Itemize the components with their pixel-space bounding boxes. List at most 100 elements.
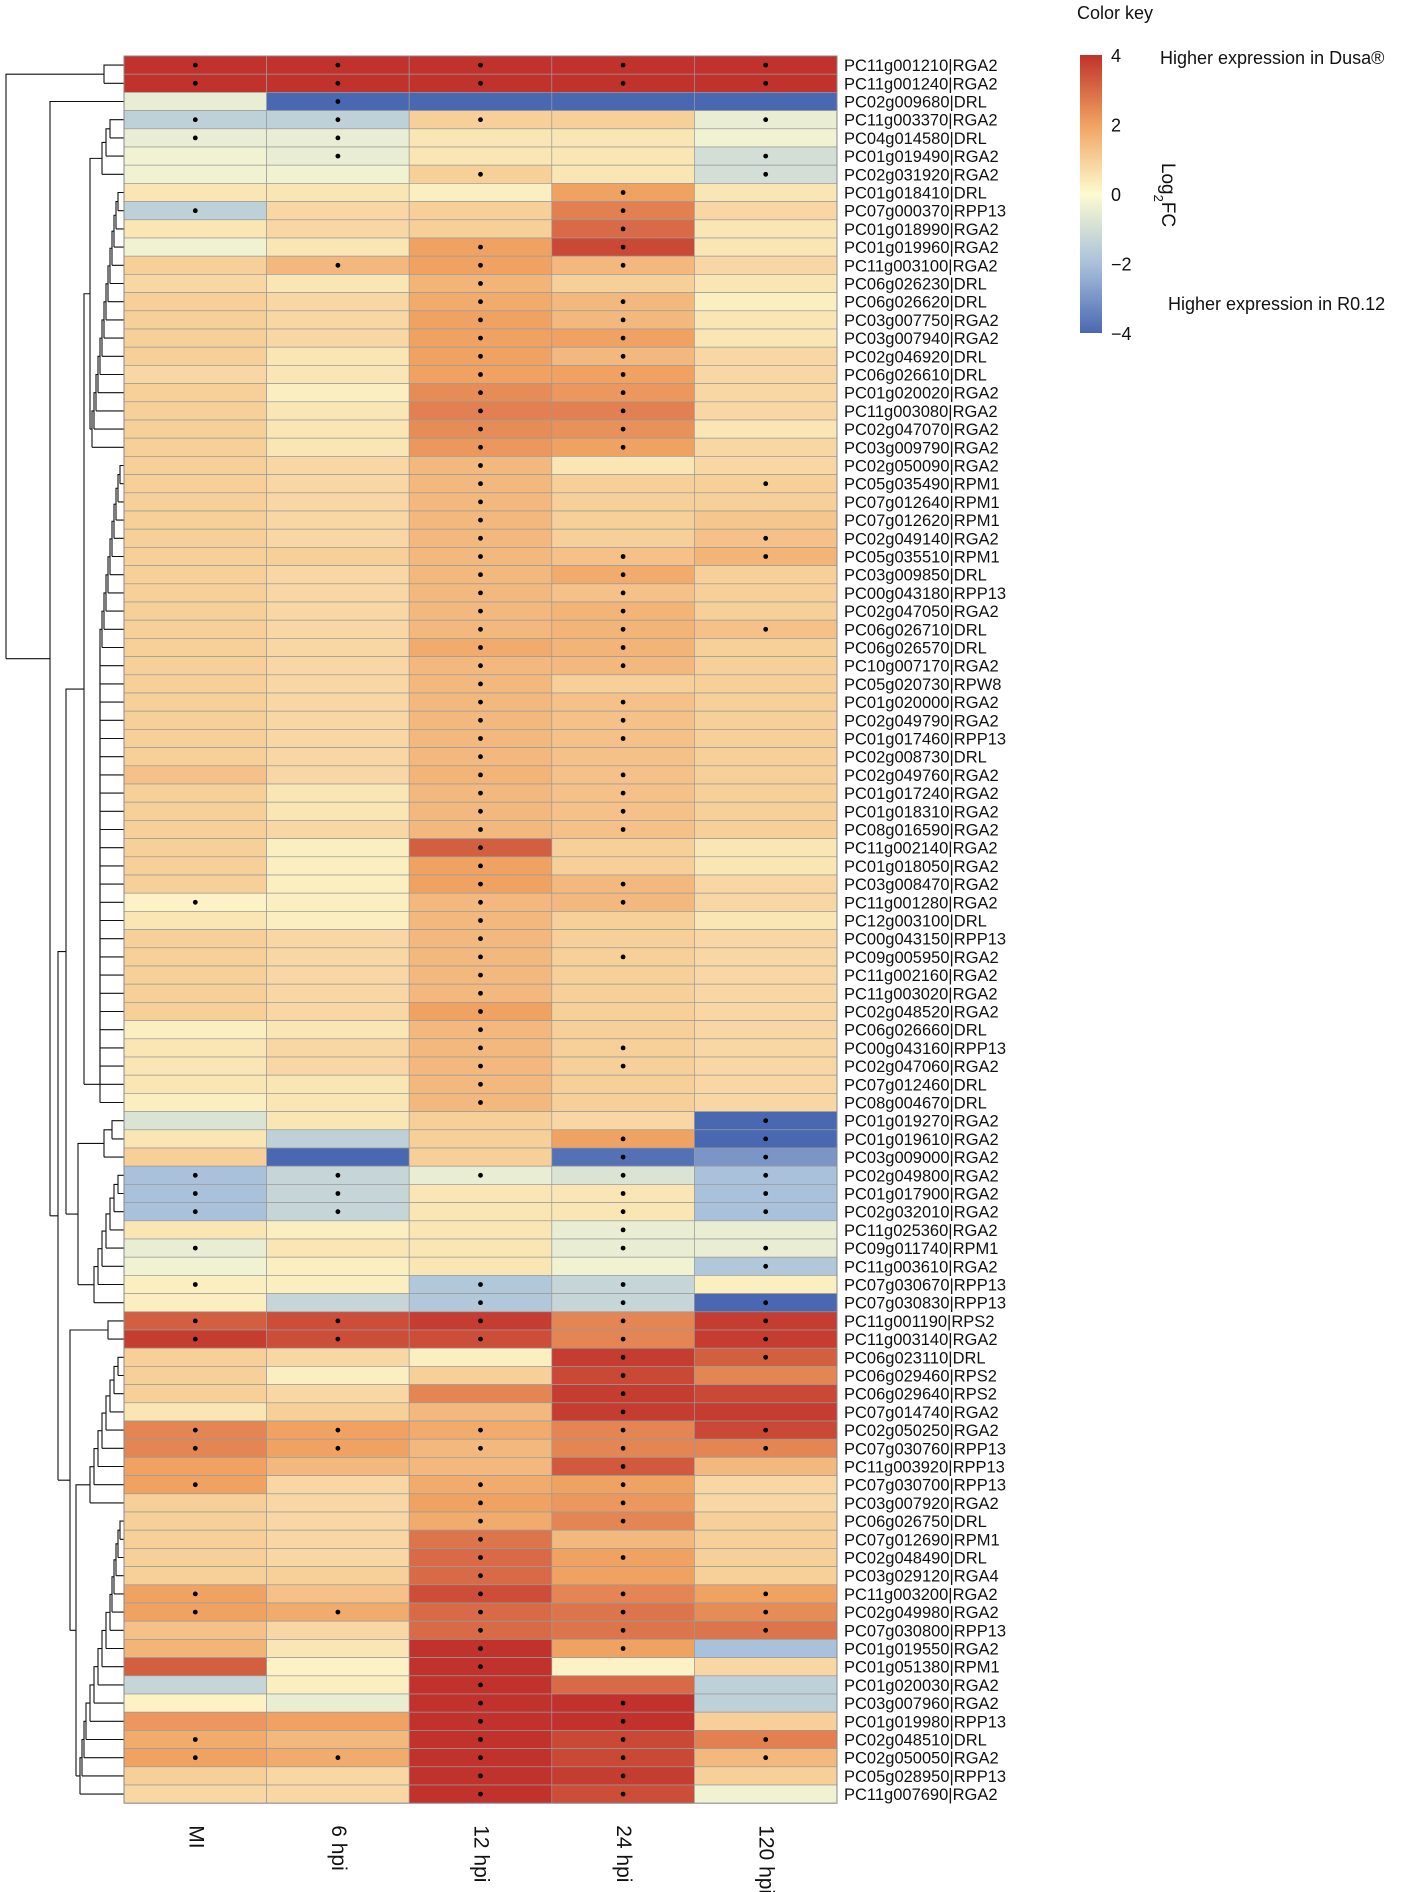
sig-dot-r49-c3	[620, 954, 626, 960]
cell-r2-c3	[551, 92, 695, 111]
row-label: PC02g049790|RGA2	[844, 712, 999, 730]
cell-r90-c4	[694, 1693, 838, 1713]
dendro-branch	[111, 520, 124, 558]
row-label: PC01g018050|RGA2	[844, 858, 999, 876]
sig-dot-r76-c3	[620, 1445, 626, 1451]
sig-dot-r14-c3	[620, 317, 626, 323]
row-label: PC02g047050|RGA2	[844, 603, 999, 621]
sig-dot-r63-c1	[335, 1209, 341, 1215]
cell-r74-c0	[123, 1402, 267, 1422]
cell-r13-c1	[266, 292, 410, 312]
cell-r51-c1	[266, 983, 410, 1003]
sig-dot-r63-c0	[192, 1209, 198, 1215]
cell-r86-c0	[123, 1620, 267, 1640]
dendro-branch	[97, 355, 124, 394]
sig-dot-r48-c2	[478, 936, 483, 942]
cell-r60-c2	[408, 1147, 553, 1167]
dendro-branch	[109, 1197, 124, 1231]
dendro-branch	[113, 1365, 124, 1395]
dendro-branch	[101, 1412, 124, 1449]
sig-dot-r3-c2	[478, 117, 483, 123]
key-tick-label: −2	[1111, 255, 1132, 275]
sig-dot-r33-c2	[478, 663, 483, 669]
sig-dot-r69-c3	[620, 1318, 626, 1324]
sig-dot-r0-c0	[192, 62, 198, 68]
cell-r58-c0	[123, 1111, 267, 1131]
row-dendrogram	[5, 64, 124, 1795]
dendro-branch	[65, 688, 84, 1215]
row-label: PC08g004670|DRL	[844, 1095, 987, 1113]
cell-r34-c3	[551, 674, 695, 694]
sig-dot-r70-c3	[620, 1336, 626, 1342]
dendro-branch	[107, 556, 124, 594]
sig-dot-r3-c1	[335, 117, 341, 123]
row-label: PC11g003920|RPP13	[844, 1459, 1005, 1477]
cell-r83-c0	[123, 1566, 267, 1586]
row-label: PC01g019960|RGA2	[844, 239, 999, 257]
cell-r55-c0	[123, 1056, 267, 1076]
cell-r59-c0	[123, 1129, 267, 1149]
row-label: PC01g018310|RGA2	[844, 803, 999, 821]
sig-dot-r65-c0	[192, 1245, 198, 1251]
cell-r33-c4	[694, 656, 838, 676]
cell-r37-c0	[123, 729, 267, 748]
sig-dot-r83-c2	[478, 1573, 483, 1579]
cell-r16-c1	[266, 346, 410, 366]
cell-r88-c0	[123, 1657, 267, 1677]
sig-dot-r6-c2	[478, 171, 483, 177]
dendro-branch	[75, 1484, 90, 1777]
sig-dot-r14-c2	[478, 317, 483, 323]
row-label: PC11g003370|RGA2	[844, 112, 998, 130]
cell-r12-c1	[266, 274, 410, 293]
cell-r38-c3	[551, 747, 695, 767]
row-label: PC02g048520|RGA2	[844, 1004, 999, 1022]
dendro-branch	[89, 1466, 124, 1504]
cell-r78-c1	[266, 1475, 410, 1495]
cell-r38-c4	[694, 747, 838, 767]
cell-r43-c0	[123, 838, 267, 858]
col-label: 12 hpi	[470, 1825, 493, 1882]
sig-dot-r42-c2	[478, 827, 483, 832]
cell-r72-c2	[408, 1366, 553, 1385]
dendro-branch	[111, 1576, 124, 1613]
cell-r9-c2	[408, 219, 553, 239]
sig-dot-r25-c2	[478, 517, 483, 523]
color-key-ticks: 4 2 0 −2 −4	[1111, 46, 1132, 344]
sig-dot-r71-c3	[620, 1354, 626, 1360]
cell-r17-c1	[266, 365, 410, 384]
cell-r32-c1	[266, 638, 410, 657]
cell-r57-c1	[266, 1093, 410, 1112]
cell-r49-c1	[266, 947, 410, 967]
cell-r92-c1	[266, 1730, 410, 1749]
sig-dot-r37-c2	[478, 736, 483, 741]
sig-dot-r59-c3	[620, 1136, 626, 1142]
cell-r65-c1	[266, 1238, 410, 1258]
cell-r20-c0	[123, 419, 267, 439]
row-label: PC02g031920|RGA2	[844, 166, 999, 184]
dendro-branch	[115, 487, 124, 521]
cell-r45-c1	[266, 874, 410, 894]
cell-r25-c0	[123, 510, 267, 530]
cell-r45-c0	[123, 874, 267, 894]
row-label: PC05g028950|RPP13	[844, 1768, 1006, 1786]
row-label: PC11g002140|RGA2	[844, 840, 998, 858]
cell-r10-c1	[266, 237, 410, 257]
cell-r14-c0	[123, 310, 267, 330]
sig-dot-r8-c0	[192, 208, 198, 214]
cell-r20-c1	[266, 419, 410, 439]
sig-dot-r23-c2	[478, 481, 483, 487]
row-label: PC00g043160|RPP13	[844, 1040, 1006, 1058]
sig-dot-r90-c2	[478, 1700, 483, 1706]
sig-dot-r95-c3	[620, 1791, 626, 1797]
cell-r74-c4	[694, 1402, 838, 1422]
color-key-axis-label: Log2FC	[1152, 163, 1179, 227]
cell-r79-c1	[266, 1493, 410, 1513]
cell-r60-c0	[123, 1147, 267, 1167]
cell-r29-c0	[123, 583, 267, 603]
cell-r51-c3	[551, 983, 695, 1003]
sig-dot-r86-c2	[478, 1627, 483, 1633]
row-label: PC07g000370|RPP13	[844, 203, 1006, 221]
cell-r64-c0	[123, 1220, 267, 1240]
cell-r80-c1	[266, 1511, 410, 1531]
cell-r77-c2	[408, 1457, 553, 1476]
